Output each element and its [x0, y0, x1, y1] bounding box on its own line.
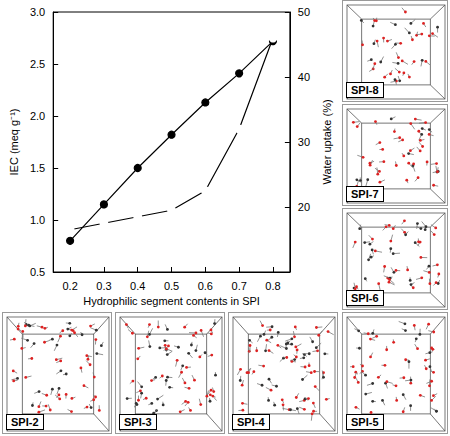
svg-text:1.5: 1.5	[30, 162, 45, 174]
svg-text:2.0: 2.0	[30, 110, 45, 122]
svg-text:3.0: 3.0	[30, 6, 45, 18]
svg-text:0.7: 0.7	[232, 280, 247, 292]
svg-text:0.8: 0.8	[265, 280, 280, 292]
svg-text:2.5: 2.5	[30, 58, 45, 70]
svg-text:Hydrophilic segment contents i: Hydrophilic segment contents in SPI	[83, 295, 260, 307]
html-text:SPI-2: SPI-2	[11, 416, 39, 428]
svg-text:40: 40	[298, 71, 310, 83]
html-text:SPI-5: SPI-5	[351, 416, 379, 428]
svg-text:1.0: 1.0	[30, 214, 45, 226]
svg-text:0.6: 0.6	[198, 280, 213, 292]
html-text:SPI-4: SPI-4	[237, 416, 265, 428]
svg-text:20: 20	[298, 201, 310, 213]
svg-text:0.3: 0.3	[96, 280, 111, 292]
svg-text:0.5: 0.5	[30, 266, 45, 278]
svg-text:IEC (meq g⁻¹): IEC (meq g⁻¹)	[8, 109, 20, 176]
html-text:SPI-3: SPI-3	[124, 416, 152, 428]
svg-text:0.2: 0.2	[62, 280, 77, 292]
svg-text:50: 50	[298, 6, 310, 18]
svg-text:Water uptake (%): Water uptake (%)	[321, 99, 333, 184]
svg-text:30: 30	[298, 136, 310, 148]
html-text:SPI-6: SPI-6	[351, 292, 379, 304]
html-text:SPI-8: SPI-8	[351, 84, 379, 96]
svg-text:0.4: 0.4	[130, 280, 145, 292]
svg-text:0.5: 0.5	[164, 280, 179, 292]
html-text:SPI-7: SPI-7	[351, 188, 379, 200]
